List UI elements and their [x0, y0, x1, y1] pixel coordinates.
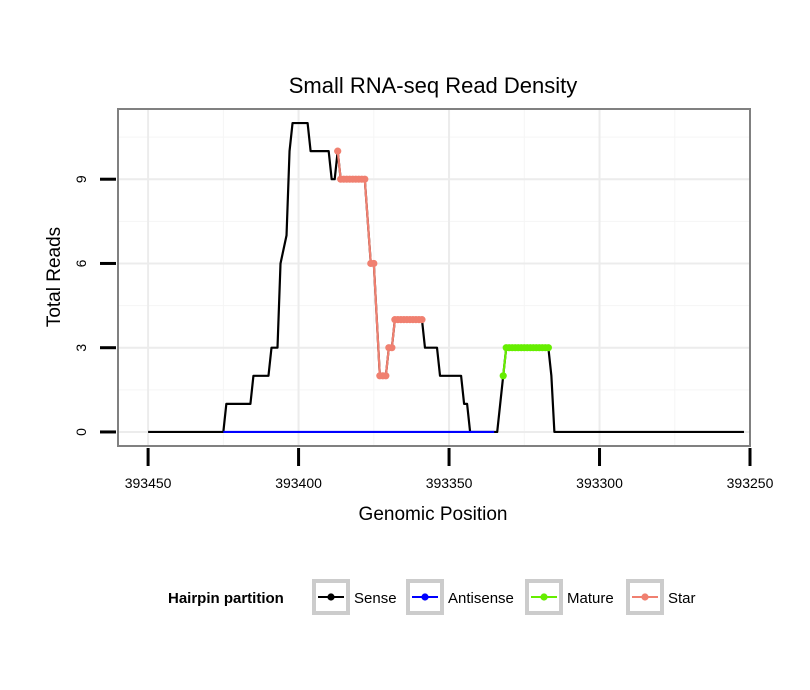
- legend-label-sense: Sense: [354, 590, 397, 607]
- x-tick-label: 393400: [275, 475, 322, 491]
- y-axis-label: Total Reads: [44, 227, 65, 327]
- data-point-star: [334, 147, 342, 155]
- legend-swatch-point-star: [641, 593, 649, 601]
- legend-swatch-point-antisense: [421, 593, 429, 601]
- x-axis: 393450 393400 393350 393300 393250: [125, 448, 774, 491]
- legend-label-antisense: Antisense: [448, 590, 514, 607]
- plot-border: [117, 108, 751, 447]
- legend-swatch-point-sense: [327, 593, 335, 601]
- data-point-star: [388, 344, 396, 352]
- legend-label-star: Star: [668, 590, 696, 607]
- x-tick-label: 393250: [727, 475, 774, 491]
- y-tick-label: 9: [73, 175, 89, 183]
- y-tick-label: 0: [73, 428, 89, 436]
- plot-panel: [118, 109, 750, 446]
- x-tick-label: 393450: [125, 475, 172, 491]
- data-point-mature: [499, 372, 507, 380]
- legend-title: Hairpin partition: [168, 590, 284, 607]
- x-tick-label: 393300: [576, 475, 623, 491]
- data-point-star: [370, 259, 378, 268]
- data-point-star: [361, 175, 369, 183]
- series-layer: [148, 121, 744, 434]
- chart-title: Small RNA-seq Read Density: [289, 73, 578, 98]
- data-point-star: [382, 372, 390, 380]
- y-tick-label: 3: [73, 344, 89, 352]
- legend: Hairpin partition Sense Antisense Mature St…: [168, 579, 696, 615]
- y-tick-label: 6: [73, 259, 89, 267]
- y-axis: 0 3 6 9: [73, 175, 116, 436]
- legend-label-mature: Mature: [567, 590, 614, 607]
- data-point-star: [418, 316, 426, 324]
- x-axis-label: Genomic Position: [359, 504, 508, 525]
- x-tick-label: 393350: [426, 475, 473, 491]
- legend-swatch-point-mature: [540, 593, 548, 601]
- data-point-mature: [544, 344, 552, 352]
